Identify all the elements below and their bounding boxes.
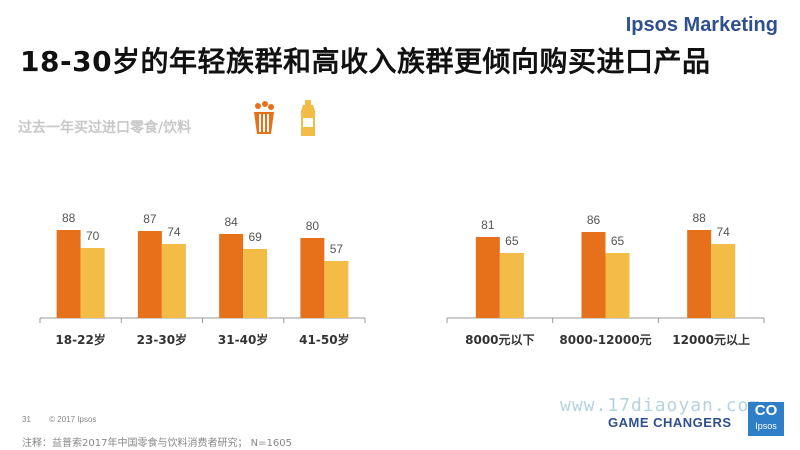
data-label: 88 bbox=[62, 211, 76, 225]
bar bbox=[711, 244, 736, 318]
data-label: 69 bbox=[248, 230, 262, 244]
data-label: 87 bbox=[143, 212, 157, 226]
category-label: 8000-12000元 bbox=[559, 333, 651, 347]
data-label: 84 bbox=[224, 215, 238, 229]
data-label: 81 bbox=[481, 218, 495, 232]
bar bbox=[219, 234, 244, 318]
source-note: 注释：益普索2017年中国零食与饮料消费者研究； N=1605 bbox=[22, 438, 292, 449]
badge-top: CO bbox=[754, 402, 778, 419]
footer: 31 © 2017 Ipsos bbox=[22, 415, 112, 424]
ipsos-badge: CO Ipsos bbox=[748, 402, 784, 436]
bar bbox=[161, 244, 186, 318]
popcorn-icon bbox=[254, 101, 274, 134]
bar bbox=[243, 249, 268, 318]
bar bbox=[605, 253, 630, 318]
bar bbox=[475, 237, 500, 318]
category-label: 12000元以上 bbox=[672, 332, 750, 347]
data-label: 88 bbox=[692, 211, 706, 225]
bar bbox=[137, 231, 162, 318]
bar bbox=[581, 232, 606, 318]
data-label: 57 bbox=[330, 242, 344, 256]
bar bbox=[687, 230, 712, 318]
category-label: 8000元以下 bbox=[465, 333, 534, 347]
badge-bottom: Ipsos bbox=[755, 421, 777, 431]
bar bbox=[80, 248, 105, 318]
page-number: 31 bbox=[22, 415, 31, 424]
brand-logo: Ipsos Marketing bbox=[625, 14, 778, 36]
data-label: 74 bbox=[167, 225, 181, 239]
data-label: 65 bbox=[611, 234, 625, 248]
category-label: 31-40岁 bbox=[218, 332, 268, 347]
page-title: 18-30岁的年轻族群和高收入族群更倾向购买进口产品 bbox=[20, 45, 711, 78]
data-label: 86 bbox=[587, 213, 601, 227]
data-label: 70 bbox=[86, 229, 100, 243]
bar bbox=[324, 261, 349, 318]
copyright: © 2017 Ipsos bbox=[49, 415, 97, 424]
chart-subtitle: 过去一年买过进口零食/饮料 bbox=[18, 120, 192, 136]
data-label: 74 bbox=[716, 225, 730, 239]
category-label: 18-22岁 bbox=[55, 332, 105, 347]
data-label: 65 bbox=[505, 234, 519, 248]
bottle-icon bbox=[301, 100, 315, 136]
bar bbox=[300, 238, 325, 318]
bar bbox=[499, 253, 524, 318]
snack-icons bbox=[250, 98, 330, 144]
bar bbox=[56, 230, 81, 318]
category-label: 23-30岁 bbox=[137, 332, 187, 347]
category-label: 41-50岁 bbox=[299, 332, 349, 347]
data-label: 80 bbox=[306, 219, 320, 233]
game-changers-tagline: GAME CHANGERS bbox=[608, 415, 732, 430]
watermark: www.17diaoyan.com bbox=[560, 395, 762, 416]
